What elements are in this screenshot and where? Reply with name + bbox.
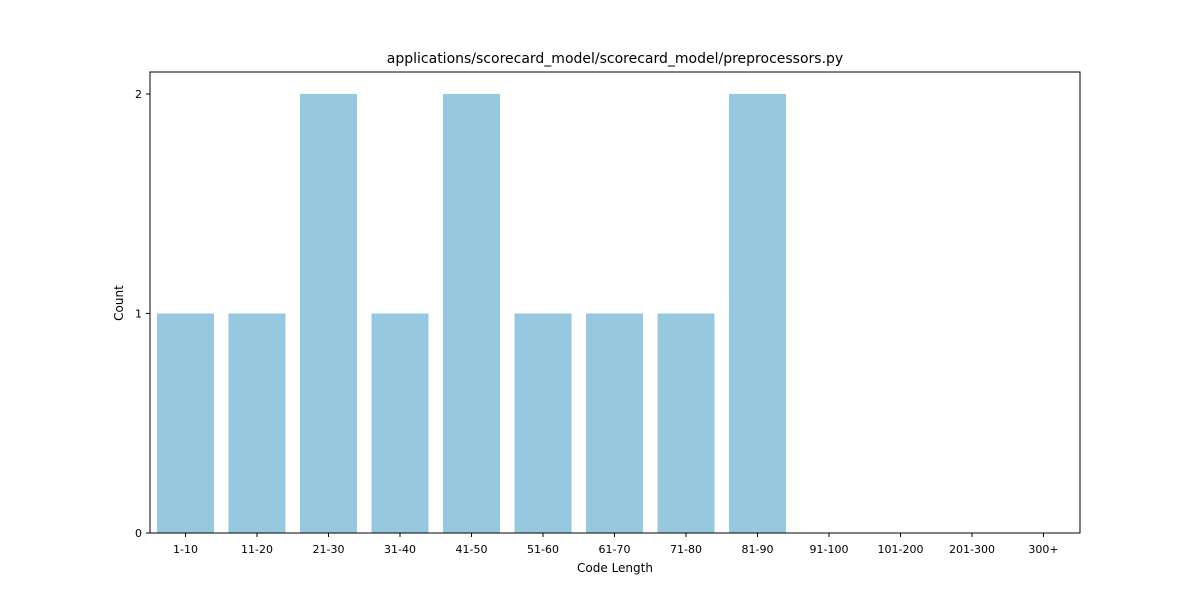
x-tick-label: 51-60 (527, 543, 559, 556)
bar-1-10 (157, 313, 214, 533)
bars-group (157, 93, 786, 533)
x-tick-label: 1-10 (173, 543, 198, 556)
bar-31-40 (371, 313, 429, 533)
x-tick-label: 41-50 (456, 543, 488, 556)
x-tick-label: 81-90 (742, 543, 774, 556)
x-tick-label: 31-40 (384, 543, 416, 556)
x-tick-label: 61-70 (599, 543, 631, 556)
x-tick-label: 300+ (1028, 543, 1058, 556)
y-tick-label: 1 (135, 307, 142, 320)
bar-81-90 (729, 93, 786, 533)
y-tick-label: 2 (135, 88, 142, 101)
y-axis: 0 1 2 (135, 88, 150, 540)
x-tick-label: 201-300 (949, 543, 995, 556)
bar-51-60 (514, 313, 572, 533)
x-tick-label: 11-20 (241, 543, 273, 556)
bar-11-20 (228, 313, 286, 533)
chart-title: applications/scorecard_model/scorecard_m… (387, 51, 843, 67)
y-axis-label: Count (112, 285, 126, 321)
y-tick-label: 0 (135, 527, 142, 540)
x-tick-label: 91-100 (810, 543, 849, 556)
bar-71-80 (657, 313, 715, 533)
x-axis-label: Code Length (577, 561, 653, 575)
x-axis: 1-10 11-20 21-30 31-40 41-50 51-60 61-70 71-80 8… (173, 533, 1059, 556)
x-tick-label: 101-200 (878, 543, 924, 556)
x-tick-label: 21-30 (313, 543, 345, 556)
bar-21-30 (300, 93, 357, 533)
x-tick-label: 71-80 (670, 543, 702, 556)
bar-41-50 (443, 93, 500, 533)
bar-61-70 (586, 313, 643, 533)
